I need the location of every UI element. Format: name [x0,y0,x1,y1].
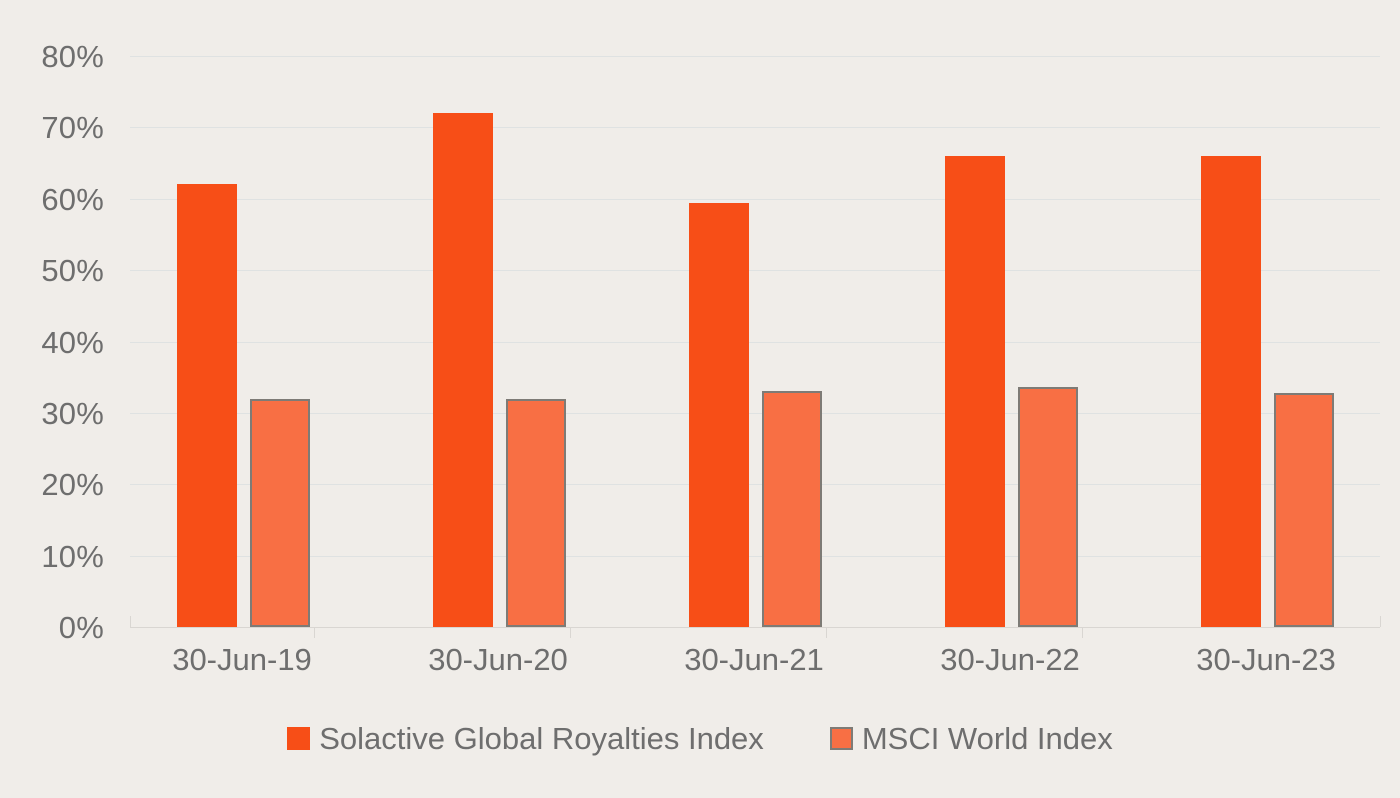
bar-msci-2022[interactable] [1018,387,1078,627]
y-axis-label-50: 50% [41,253,104,288]
y-axis-label-40: 40% [41,325,104,360]
y-axis-label-80: 80% [41,39,104,74]
plot-area [130,56,1380,627]
bar-solactive-2020[interactable] [433,113,493,627]
x-axis-tick-2 [570,627,571,638]
chart-legend: Solactive Global Royalties Index MSCI Wo… [0,723,1400,754]
x-axis-end-cap [1380,616,1381,627]
bar-solactive-2022[interactable] [945,156,1005,627]
bar-solactive-2021[interactable] [689,203,749,627]
legend-label-msci: MSCI World Index [861,721,1113,756]
y-axis-label-70: 70% [41,110,104,145]
x-axis-label-2019: 30-Jun-19 [172,642,312,677]
bar-msci-2019[interactable] [250,399,310,627]
y-axis-label-60: 60% [41,182,104,217]
x-axis-tick-1 [314,627,315,638]
gridline-40 [130,342,1380,343]
x-axis-start-cap [130,616,131,627]
legend-swatch-icon-msci [829,727,853,750]
x-axis-tick-3 [826,627,827,638]
x-axis-tick-4 [1082,627,1083,638]
gridline-60 [130,199,1380,200]
legend-item-msci[interactable]: MSCI World Index [829,721,1113,756]
bar-msci-2021[interactable] [762,391,822,627]
bar-msci-2023[interactable] [1274,393,1334,627]
x-axis-label-2021: 30-Jun-21 [684,642,824,677]
y-axis-label-30: 30% [41,396,104,431]
gridline-70 [130,127,1380,128]
legend-label-solactive: Solactive Global Royalties Index [319,721,764,756]
gridline-30 [130,413,1380,414]
legend-item-solactive[interactable]: Solactive Global Royalties Index [287,723,764,754]
bar-solactive-2019[interactable] [177,184,237,627]
gridline-50 [130,270,1380,271]
x-axis-label-2022: 30-Jun-22 [940,642,1080,677]
legend-swatch-icon-solactive [287,727,311,750]
y-axis-label-20: 20% [41,467,104,502]
bar-solactive-2023[interactable] [1201,156,1261,627]
gridline-80 [130,56,1380,57]
x-axis-line [130,627,1380,628]
y-axis-label-10: 10% [41,539,104,574]
x-axis-label-2020: 30-Jun-20 [428,642,568,677]
bar-msci-2020[interactable] [506,399,566,627]
gridline-20 [130,484,1380,485]
y-axis-label-0: 0% [58,610,104,645]
gridline-10 [130,556,1380,557]
x-axis-label-2023: 30-Jun-23 [1196,642,1336,677]
